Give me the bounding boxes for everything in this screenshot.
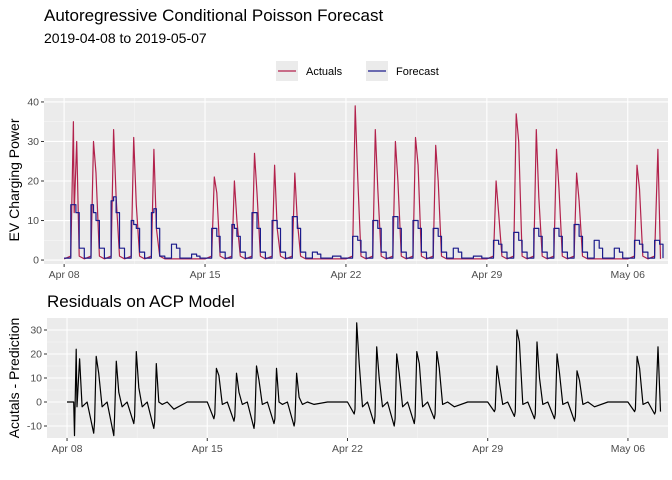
legend: Actuals Forecast <box>276 61 439 81</box>
top-x-tick-label: Apr 15 <box>190 269 221 281</box>
bottom-y-axis-title: Acutals - Prediction <box>6 318 22 439</box>
top-x-tick-label: Apr 29 <box>471 269 502 281</box>
top-y-tick-label: 0 <box>33 255 39 267</box>
top-chart-title: Autoregressive Conditional Poisson Forec… <box>44 6 384 25</box>
top-x-tick-label: Apr 08 <box>49 269 80 281</box>
top-x-tick-label: Apr 22 <box>330 269 361 281</box>
legend-label-forecast: Forecast <box>396 66 439 78</box>
top-series-forecast-line <box>64 196 664 259</box>
bottom-y-tick-label: 20 <box>30 349 42 361</box>
bottom-x-tick-label: Apr 29 <box>472 443 503 455</box>
top-y-tick-label: 40 <box>27 97 39 109</box>
forecast-panel: 0 10 20 30 40 Apr 08 Apr 15 Apr 22 Apr 29 May 06 <box>27 97 668 281</box>
bottom-x-tick-label: Apr 15 <box>192 443 223 455</box>
bottom-x-tick-label: Apr 22 <box>332 443 363 455</box>
bottom-series-residuals-line <box>67 322 662 437</box>
bottom-y-tick-label: -10 <box>27 421 42 433</box>
bottom-x-tick-label: Apr 08 <box>52 443 83 455</box>
bottom-y-tick-label: 0 <box>36 397 42 409</box>
top-y-tick-label: 20 <box>27 176 39 188</box>
bottom-y-tick-label: 30 <box>30 325 42 337</box>
bottom-y-tick-label: 10 <box>30 373 42 385</box>
top-y-axis-title: EV Charging Power <box>6 118 22 241</box>
residuals-panel: -10 0 10 20 30 Apr 08 Apr 15 Apr 22 Apr 29 May 06 <box>27 318 668 455</box>
top-x-tick-label: May 06 <box>611 269 646 281</box>
top-y-tick-label: 30 <box>27 136 39 148</box>
bottom-x-tick-label: May 06 <box>611 443 646 455</box>
bottom-chart-title: Residuals on ACP Model <box>47 292 235 311</box>
top-y-tick-label: 10 <box>27 215 39 227</box>
top-chart-subtitle: 2019-04-08 to 2019-05-07 <box>44 30 207 46</box>
legend-label-actuals: Actuals <box>306 66 343 78</box>
